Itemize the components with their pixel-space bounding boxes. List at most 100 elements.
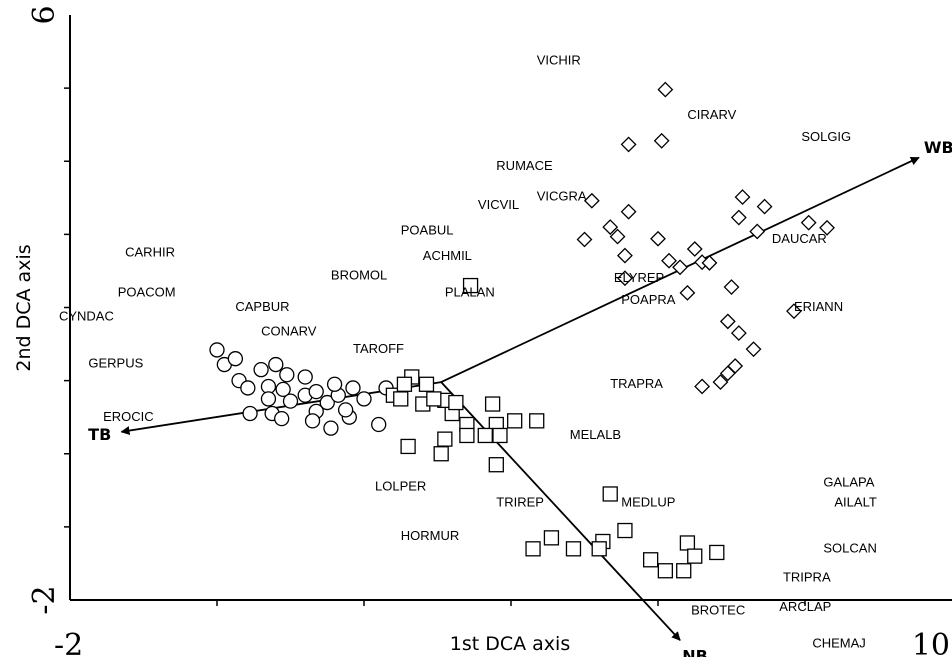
circle-point: [209, 342, 225, 358]
species-label-trapra: TRAPRA: [610, 376, 663, 391]
circle-point: [227, 351, 244, 367]
vector-arrow-nb: [440, 381, 681, 641]
species-label-lolper: LOLPER: [375, 478, 426, 493]
circle-point: [323, 420, 339, 436]
diamond-point: [749, 223, 766, 240]
species-label-chemaj: CHEMAJ: [812, 636, 865, 651]
circle-point: [279, 367, 295, 383]
square-point: [709, 544, 725, 561]
sample-points: [209, 81, 835, 579]
diamond-point: [576, 231, 593, 248]
diamond-point: [583, 192, 600, 209]
square-point: [433, 446, 449, 462]
square-point: [643, 552, 659, 568]
square-point: [525, 541, 541, 557]
circle-point: [268, 356, 284, 373]
diamond-point: [672, 259, 688, 276]
y-tick-label: 6: [27, 5, 62, 24]
species-label-hormur: HORMUR: [401, 528, 460, 543]
y-axis-title: 2nd DCA axis: [13, 244, 35, 371]
square-point: [426, 391, 442, 407]
species-label-brotec: BROTEC: [691, 603, 745, 618]
square-point: [507, 413, 523, 429]
circle-point: [356, 391, 372, 407]
circle-point: [326, 376, 343, 392]
circle-point: [297, 369, 313, 385]
diamond-point: [694, 378, 711, 395]
diamond-point: [756, 198, 773, 215]
diamond-point: [686, 241, 703, 257]
diamond-point: [620, 203, 637, 220]
square-point: [591, 541, 607, 557]
diamond-point: [745, 341, 762, 358]
species-label-tripra: TRIPRA: [783, 570, 831, 585]
circle-point: [337, 402, 354, 418]
vector-label-wb: WB: [924, 138, 952, 157]
species-label-achmil: ACHMIL: [423, 248, 472, 263]
diamond-point: [723, 279, 740, 295]
square-point: [602, 486, 618, 502]
diamond-point: [800, 214, 817, 231]
diamond-point: [620, 136, 637, 153]
diamond-point: [609, 228, 626, 245]
species-label-solcan: SOLCAN: [823, 540, 876, 555]
vector-label-nb: NB: [682, 646, 708, 657]
square-point: [565, 541, 582, 557]
circle-point: [260, 391, 277, 407]
square-point: [393, 391, 409, 407]
diamond-point: [712, 374, 729, 391]
square-point: [488, 457, 504, 473]
diamond-point: [819, 219, 835, 236]
species-label-vicvil: VICVIL: [478, 197, 519, 212]
x-tick-label: -2: [54, 628, 83, 657]
square-point: [459, 427, 475, 444]
circle-point: [308, 383, 324, 400]
species-label-plalan: PLALAN: [445, 285, 495, 300]
diamond-point: [786, 303, 802, 320]
vector-label-tb: TB: [88, 425, 111, 444]
species-label-vicgra: VICGRA: [537, 189, 587, 204]
diamond-point: [730, 209, 747, 226]
species-label-rumace: RUMACE: [496, 158, 553, 173]
circle-point: [345, 380, 361, 396]
square-point: [462, 277, 479, 294]
species-label-carhir: CARHIR: [125, 244, 175, 259]
species-label-ailalt: AILALT: [834, 494, 876, 509]
species-label-solgig: SOLGIG: [801, 129, 851, 144]
circle-point: [319, 394, 335, 411]
square-point: [617, 522, 633, 539]
diamond-point: [661, 252, 677, 269]
square-point: [679, 535, 696, 551]
diamond-point: [679, 284, 696, 301]
species-label-trirep: TRIREP: [496, 494, 544, 509]
diamond-point: [653, 132, 670, 149]
circle-point: [242, 405, 258, 422]
square-point: [437, 431, 453, 447]
species-label-cyndac: CYNDAC: [59, 309, 114, 324]
species-label-arclap: ARCLAP: [779, 599, 831, 614]
square-point: [657, 563, 673, 579]
circle-point: [371, 416, 387, 433]
circle-point: [304, 413, 321, 429]
species-label-conarv: CONARV: [261, 323, 317, 338]
species-label-cirarv: CIRARV: [687, 107, 736, 122]
species-label-capbur: CAPBUR: [235, 299, 289, 314]
axes: -2 10 -2 6: [27, 5, 952, 657]
square-point: [492, 427, 508, 444]
species-label-eriann: ERIANN: [794, 299, 843, 314]
circle-point: [240, 380, 256, 396]
species-label-elyrep: ELYREP: [614, 270, 664, 285]
circle-point: [282, 393, 299, 409]
square-point: [400, 438, 416, 455]
species-label-poacom: POACOM: [118, 285, 176, 300]
species-label-erocic: EROCIC: [103, 409, 154, 424]
species-label-galapa: GALAPA: [823, 475, 874, 490]
square-point: [543, 530, 560, 546]
species-label-melalb: MELALB: [570, 427, 621, 442]
species-label-bromol: BROMOL: [331, 268, 387, 283]
diamond-point: [734, 189, 751, 206]
square-point: [396, 376, 413, 392]
square-point: [418, 376, 435, 392]
square-point: [676, 563, 692, 579]
species-label-poapra: POAPRA: [621, 292, 676, 307]
